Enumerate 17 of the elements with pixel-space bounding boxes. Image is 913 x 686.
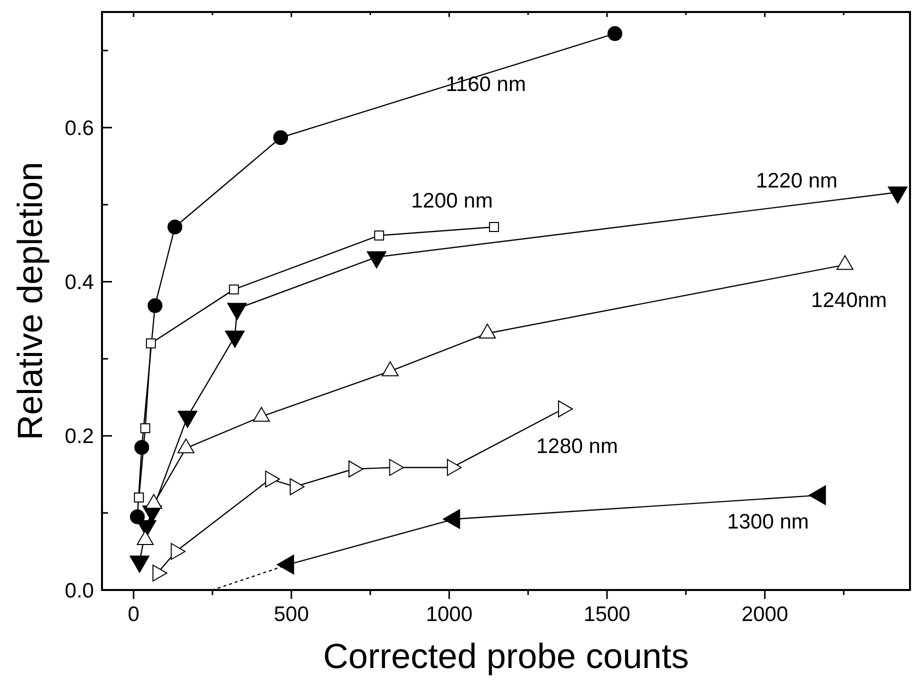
x-tick-label: 1000 (426, 603, 473, 626)
series-label: 1200 nm (411, 189, 493, 212)
series-label: 1160 nm (446, 72, 526, 96)
x-tick-label: 500 (274, 603, 309, 626)
x-tick-label: 0 (128, 603, 140, 626)
series-label: 1240nm (811, 289, 887, 312)
x-axis-title: Corrected probe counts (323, 637, 689, 676)
x-tick-label: 1500 (584, 603, 630, 626)
series-label: 1300 nm (727, 510, 809, 534)
y-tick-label: 0.6 (64, 116, 94, 140)
series-label: 1280 nm (536, 435, 618, 458)
y-tick-label: 0.4 (64, 271, 94, 294)
y-tick-label: 0.2 (64, 425, 94, 448)
y-axis-title: Relative depletion (11, 162, 50, 440)
series-label: 1220 nm (756, 170, 838, 193)
x-tick-label: 2000 (741, 603, 788, 626)
y-tick-label: 0.0 (64, 579, 94, 602)
